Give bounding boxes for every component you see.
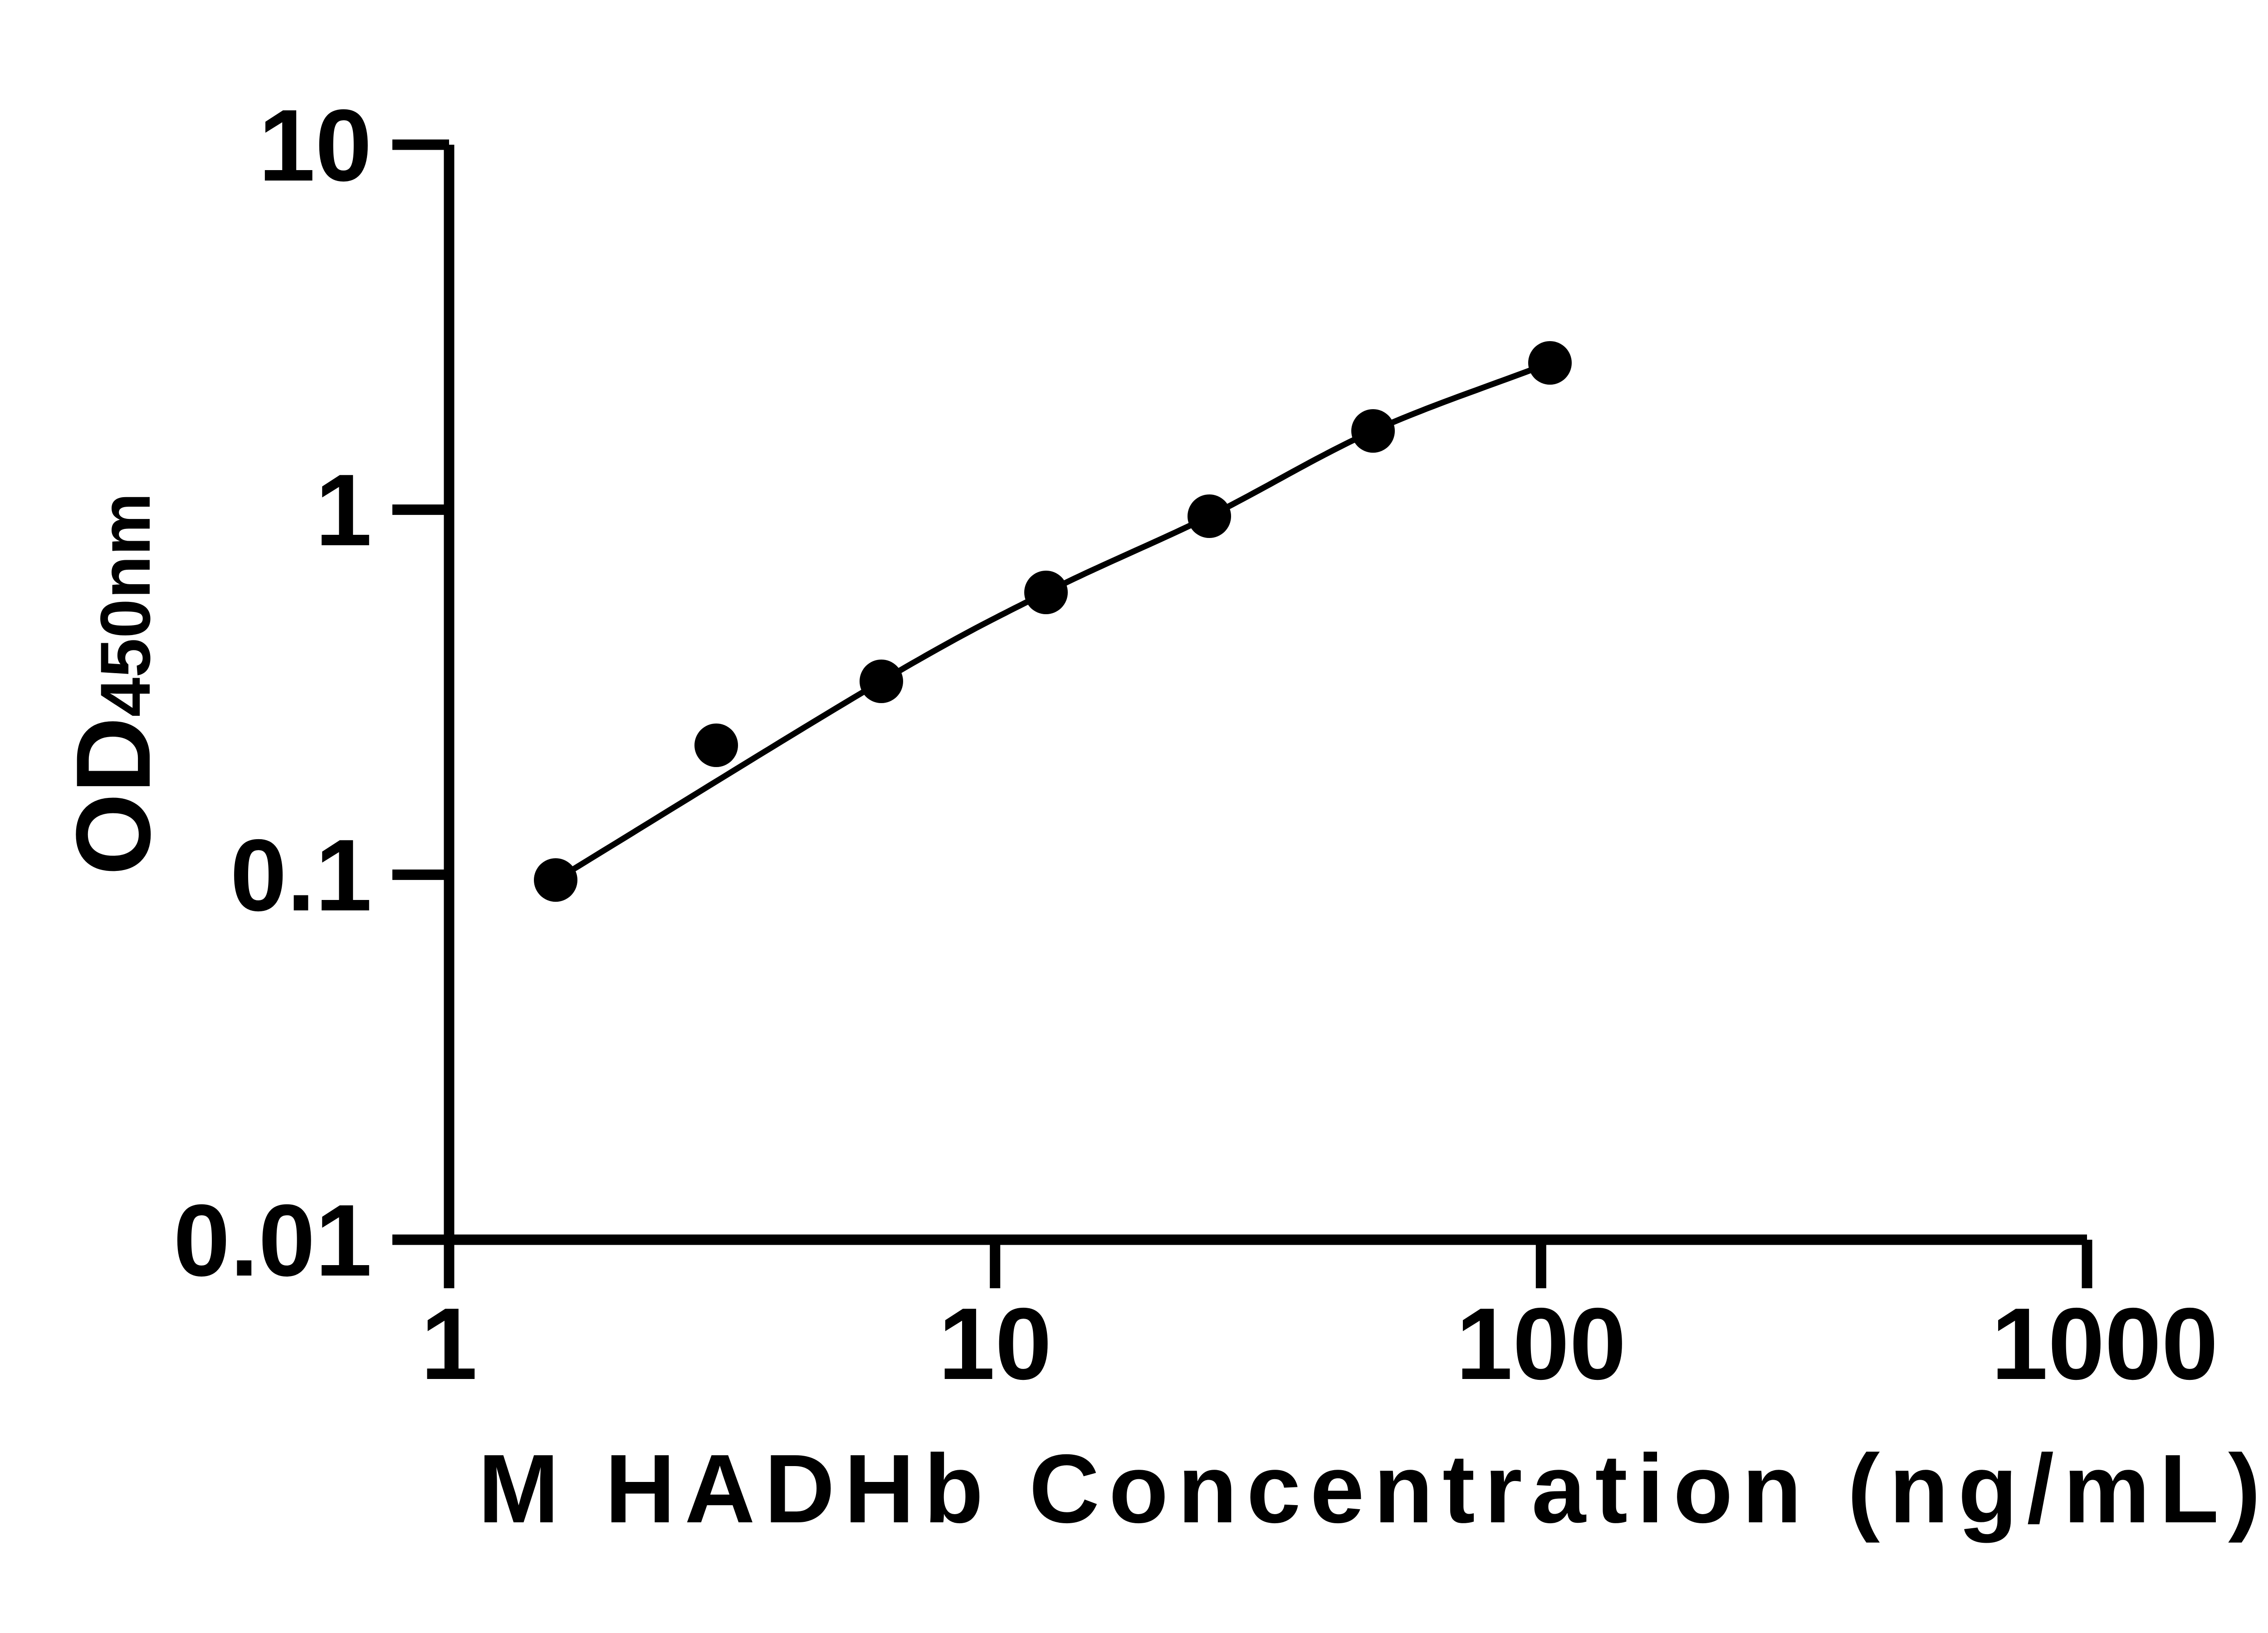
svg-text:100: 100: [1456, 1286, 1626, 1401]
svg-text:M HADHb Concentration (ng/mL): M HADHb Concentration (ng/mL): [478, 1434, 2268, 1543]
svg-text:0.01: 0.01: [173, 1183, 372, 1297]
svg-text:1: 1: [315, 453, 372, 567]
svg-text:10: 10: [259, 88, 372, 202]
svg-text:1: 1: [420, 1286, 477, 1401]
svg-text:1000: 1000: [1991, 1286, 2219, 1401]
svg-text:10: 10: [938, 1286, 1052, 1401]
svg-text:0.1: 0.1: [230, 818, 372, 932]
